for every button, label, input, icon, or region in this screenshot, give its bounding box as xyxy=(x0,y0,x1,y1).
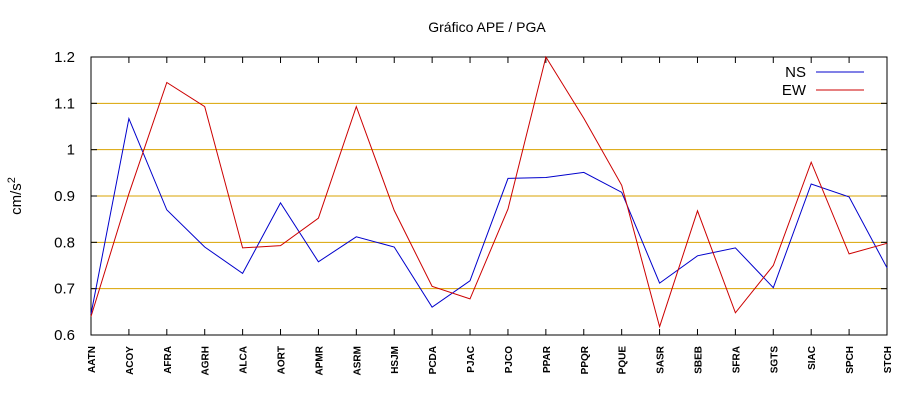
y-tick-label: 1.1 xyxy=(54,95,75,112)
x-tick-label: PQUE xyxy=(618,346,629,375)
x-tick-label: PJAC xyxy=(466,346,477,373)
chart-title: Gráfico APE / PGA xyxy=(428,19,546,35)
y-axis-label: cm/s2 xyxy=(6,177,25,215)
series-lines xyxy=(90,55,888,329)
series-line-ew xyxy=(90,55,888,329)
x-tick-label: SFRA xyxy=(731,346,742,373)
x-tick-label: SPCH xyxy=(845,346,856,374)
x-tick-label: PPQR xyxy=(580,345,591,374)
x-tick-label: APMR xyxy=(314,345,325,375)
x-tick-label: AORT xyxy=(277,346,288,374)
y-tick-label: 0.6 xyxy=(54,327,75,344)
x-tick-label: SBEB xyxy=(693,346,704,374)
x-tick-label: ACOY xyxy=(125,346,136,375)
x-tick-label: ASRM xyxy=(352,346,363,375)
y-tick-label: 0.7 xyxy=(54,281,75,298)
series-line-ns xyxy=(90,116,888,315)
y-tick-label: 0.9 xyxy=(54,188,75,205)
x-axis: AATN ACOY AFRA AGRH ALCA AORT APMR ASRM HSJM PCDA… xyxy=(87,57,894,375)
legend-label-ew: EW xyxy=(782,82,807,99)
legend-label-ns: NS xyxy=(785,64,806,81)
x-tick-label: PPAR xyxy=(542,345,553,373)
y-tick-label: 1 xyxy=(67,142,75,159)
x-tick-label: STCH xyxy=(883,346,894,373)
x-tick-label: PJCO xyxy=(504,346,515,373)
grid xyxy=(91,102,887,290)
x-tick-label: AATN xyxy=(87,346,98,373)
y-axis-label-text: cm/s xyxy=(8,183,25,215)
x-tick-label: SIAC xyxy=(807,346,818,370)
x-tick-label: PCDA xyxy=(428,346,439,374)
x-tick-label: HSJM xyxy=(390,346,401,374)
x-tick-label: ALCA xyxy=(239,346,250,374)
y-axis-label-superscript: 2 xyxy=(6,177,18,183)
x-tick-label: AFRA xyxy=(163,346,174,374)
x-tick-label: SASR xyxy=(656,345,667,374)
y-tick-label: 1.2 xyxy=(54,49,75,66)
x-tick-label: SGTS xyxy=(769,346,780,374)
x-tick-label: AGRH xyxy=(201,346,212,375)
y-tick-label: 0.8 xyxy=(54,234,75,251)
y-axis: 0.6 0.7 0.8 0.9 1 1.1 1.2 xyxy=(54,49,887,344)
